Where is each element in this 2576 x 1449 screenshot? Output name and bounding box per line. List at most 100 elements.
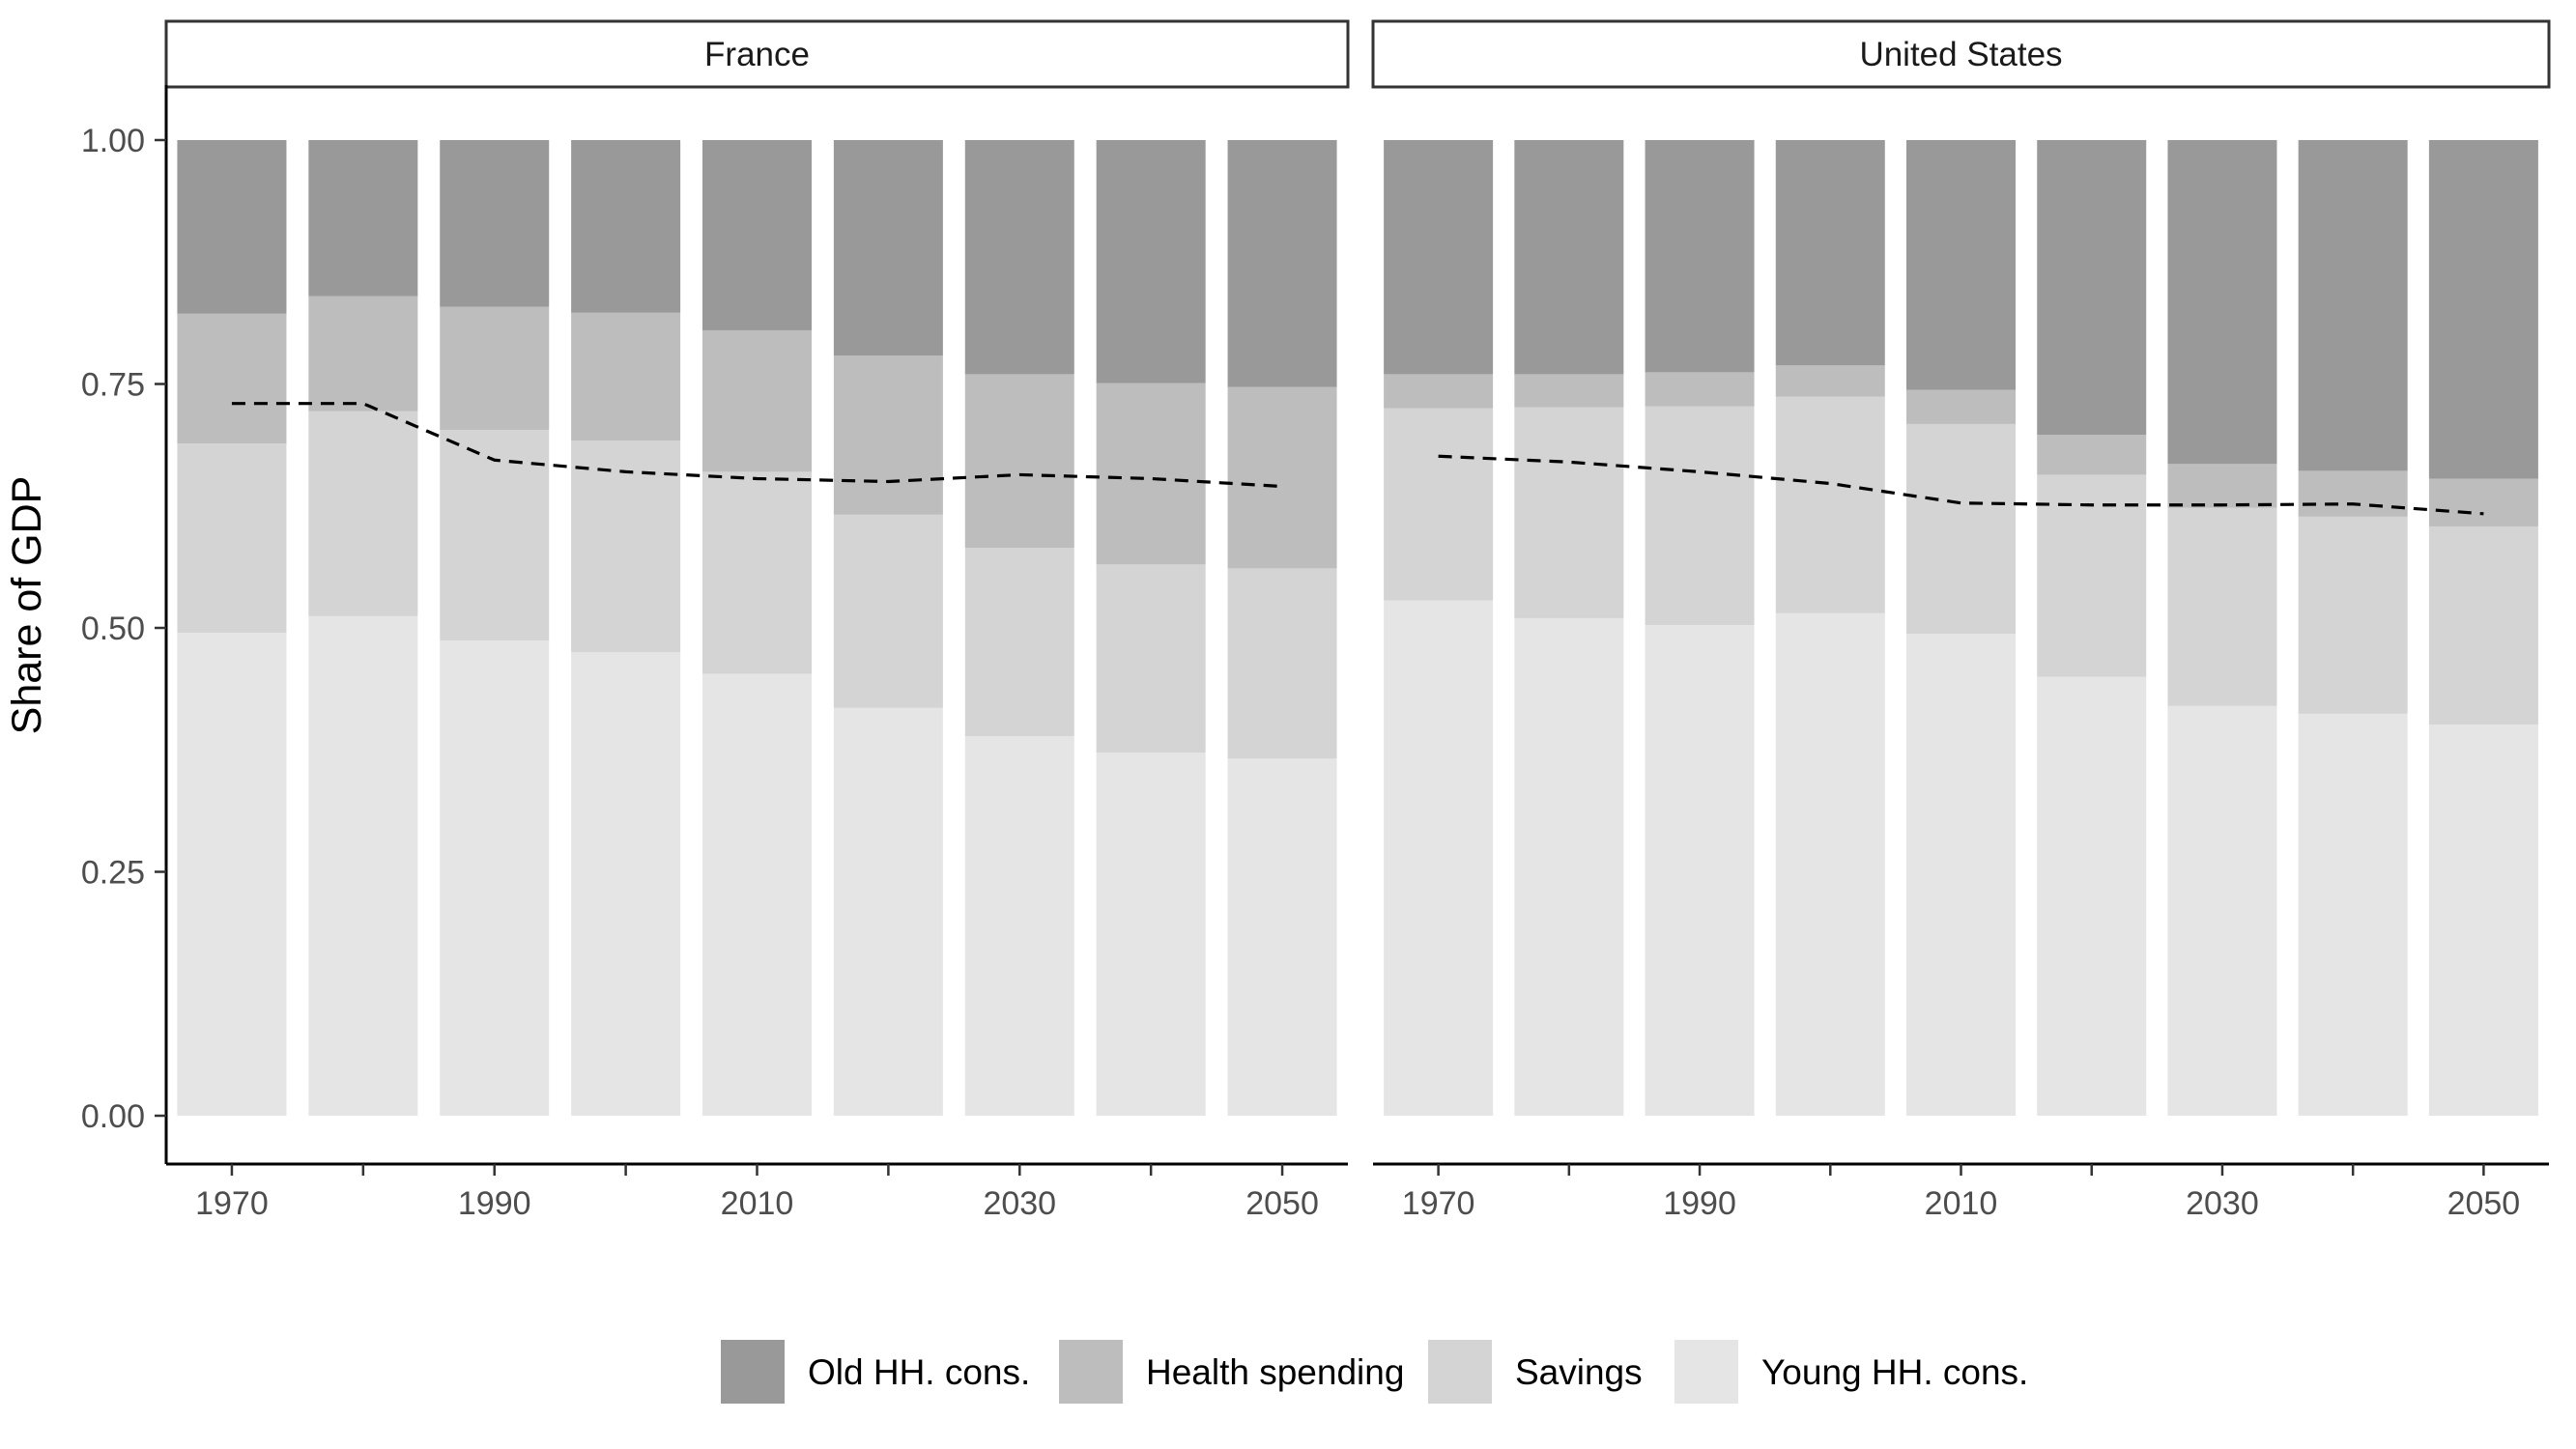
bar-health-2020 (833, 355, 943, 515)
bar-health-2050 (1227, 386, 1337, 569)
bar-old-2000 (571, 140, 681, 313)
bar-savings-2010 (1906, 423, 2016, 635)
bar-old-2050 (2428, 140, 2538, 479)
dashed-line (1438, 454, 2484, 516)
bar-savings-2040 (2298, 516, 2408, 714)
bar-health-1990 (1645, 372, 1755, 407)
bar-young-2000 (1775, 612, 1885, 1116)
bar-savings-2000 (1775, 396, 1885, 613)
bar-old-2040 (2298, 140, 2408, 471)
legend-key (1428, 1340, 1492, 1404)
y-tick-label: 0.50 (81, 611, 145, 647)
bar-old-1970 (1384, 140, 1494, 375)
facet-strip (164, 19, 1350, 89)
y-tick-label: 1.00 (81, 123, 145, 159)
panel-0: France 1970 1990 2010 2030 2050 (164, 19, 1350, 1222)
bar-health-2010 (702, 329, 812, 472)
x-tick-label: 2050 (2447, 1185, 2521, 1222)
x-tick-label: 1970 (1402, 1185, 1475, 1222)
bar-young-2030 (2167, 705, 2277, 1116)
x-tick-label: 1990 (458, 1185, 531, 1222)
bar-savings-1980 (308, 411, 418, 616)
bar-young-2050 (1227, 758, 1337, 1116)
bar-health-2030 (2167, 464, 2277, 508)
bar-health-2020 (2037, 435, 2147, 475)
bar-health-1980 (308, 296, 418, 412)
bar-health-1990 (440, 306, 550, 430)
bar-young-2050 (2428, 724, 2538, 1116)
y-tick-label: 0.75 (81, 367, 145, 404)
bar-health-1980 (1514, 374, 1624, 408)
bar-young-2020 (2037, 676, 2147, 1116)
bar-health-2050 (2428, 478, 2538, 526)
bar-young-1980 (308, 615, 418, 1116)
bar-young-2030 (964, 736, 1074, 1116)
y-tick-label: 0.25 (81, 855, 145, 892)
bar-old-2040 (1096, 140, 1206, 384)
bar-savings-2040 (1096, 564, 1206, 753)
legend: Old HH. cons. Health spending Savings Young… (721, 1340, 2028, 1404)
x-tick-label: 2010 (1925, 1185, 1998, 1222)
x-tick-label: 2050 (1245, 1185, 1319, 1222)
bar-young-1990 (440, 640, 550, 1116)
x-tick-label: 1970 (195, 1185, 269, 1222)
bar-savings-2020 (2037, 474, 2147, 677)
bar-young-2020 (833, 707, 943, 1116)
bar-savings-2010 (702, 471, 812, 674)
legend-label: Savings (1515, 1352, 1643, 1392)
legend-key (1059, 1340, 1123, 1404)
bar-health-2000 (1775, 365, 1885, 397)
x-tick-label: 1990 (1663, 1185, 1736, 1222)
bar-savings-2030 (964, 548, 1074, 737)
bar-young-1970 (1384, 600, 1494, 1116)
bar-young-1970 (177, 633, 287, 1116)
bar-health-2040 (2298, 470, 2408, 517)
bar-savings-2030 (2167, 507, 2277, 706)
bar-savings-2050 (2428, 526, 2538, 724)
bar-young-2040 (1096, 753, 1206, 1116)
bar-old-2030 (2167, 140, 2277, 465)
legend-label: Old HH. cons. (808, 1352, 1030, 1392)
bar-health-1970 (177, 313, 287, 444)
bar-savings-2000 (571, 440, 681, 653)
bar-health-2030 (964, 374, 1074, 549)
bar-old-2010 (702, 140, 812, 330)
facet-strip-label: France (704, 36, 810, 73)
bar-old-1990 (440, 140, 550, 307)
bar-young-2010 (1906, 634, 2016, 1116)
x-tick-label: 2030 (2186, 1185, 2259, 1222)
panels: France 1970 1990 2010 2030 2050 United States 1… (164, 19, 2551, 1222)
legend-label: Young HH. cons. (1761, 1352, 2028, 1392)
x-tick-label: 2010 (721, 1185, 794, 1222)
dashed-line (231, 402, 1283, 489)
bar-old-2020 (2037, 140, 2147, 436)
bar-savings-1970 (177, 443, 287, 634)
bar-savings-1990 (440, 429, 550, 641)
bar-young-2040 (2298, 713, 2408, 1116)
bar-health-1970 (1384, 374, 1494, 409)
y-axis: Share of GDP 0.00 0.25 0.50 0.75 1.00 (4, 85, 168, 1164)
bar-old-1970 (177, 140, 287, 314)
y-axis-title: Share of GDP (4, 476, 50, 735)
bar-health-2010 (1906, 389, 2016, 424)
bar-old-2030 (964, 140, 1074, 375)
bar-old-2050 (1227, 140, 1337, 387)
legend-key (1674, 1340, 1738, 1404)
x-tick-label: 2030 (983, 1185, 1056, 1222)
bar-old-2000 (1775, 140, 1885, 366)
bar-young-2010 (702, 673, 812, 1116)
bar-old-2020 (833, 140, 943, 356)
bar-savings-1990 (1645, 406, 1755, 625)
facet-strip-label: United States (1859, 36, 2062, 73)
bar-young-1980 (1514, 617, 1624, 1116)
bar-old-1980 (1514, 140, 1624, 375)
legend-label: Health spending (1146, 1352, 1404, 1392)
facet-strip (1371, 19, 2551, 89)
bar-savings-2020 (833, 514, 943, 708)
panel-1: United States 1970 1990 2010 2030 2050 (1371, 19, 2551, 1222)
bar-young-1990 (1645, 624, 1755, 1116)
bar-savings-2050 (1227, 568, 1337, 759)
bar-health-2040 (1096, 383, 1206, 565)
legend-key (721, 1340, 785, 1404)
